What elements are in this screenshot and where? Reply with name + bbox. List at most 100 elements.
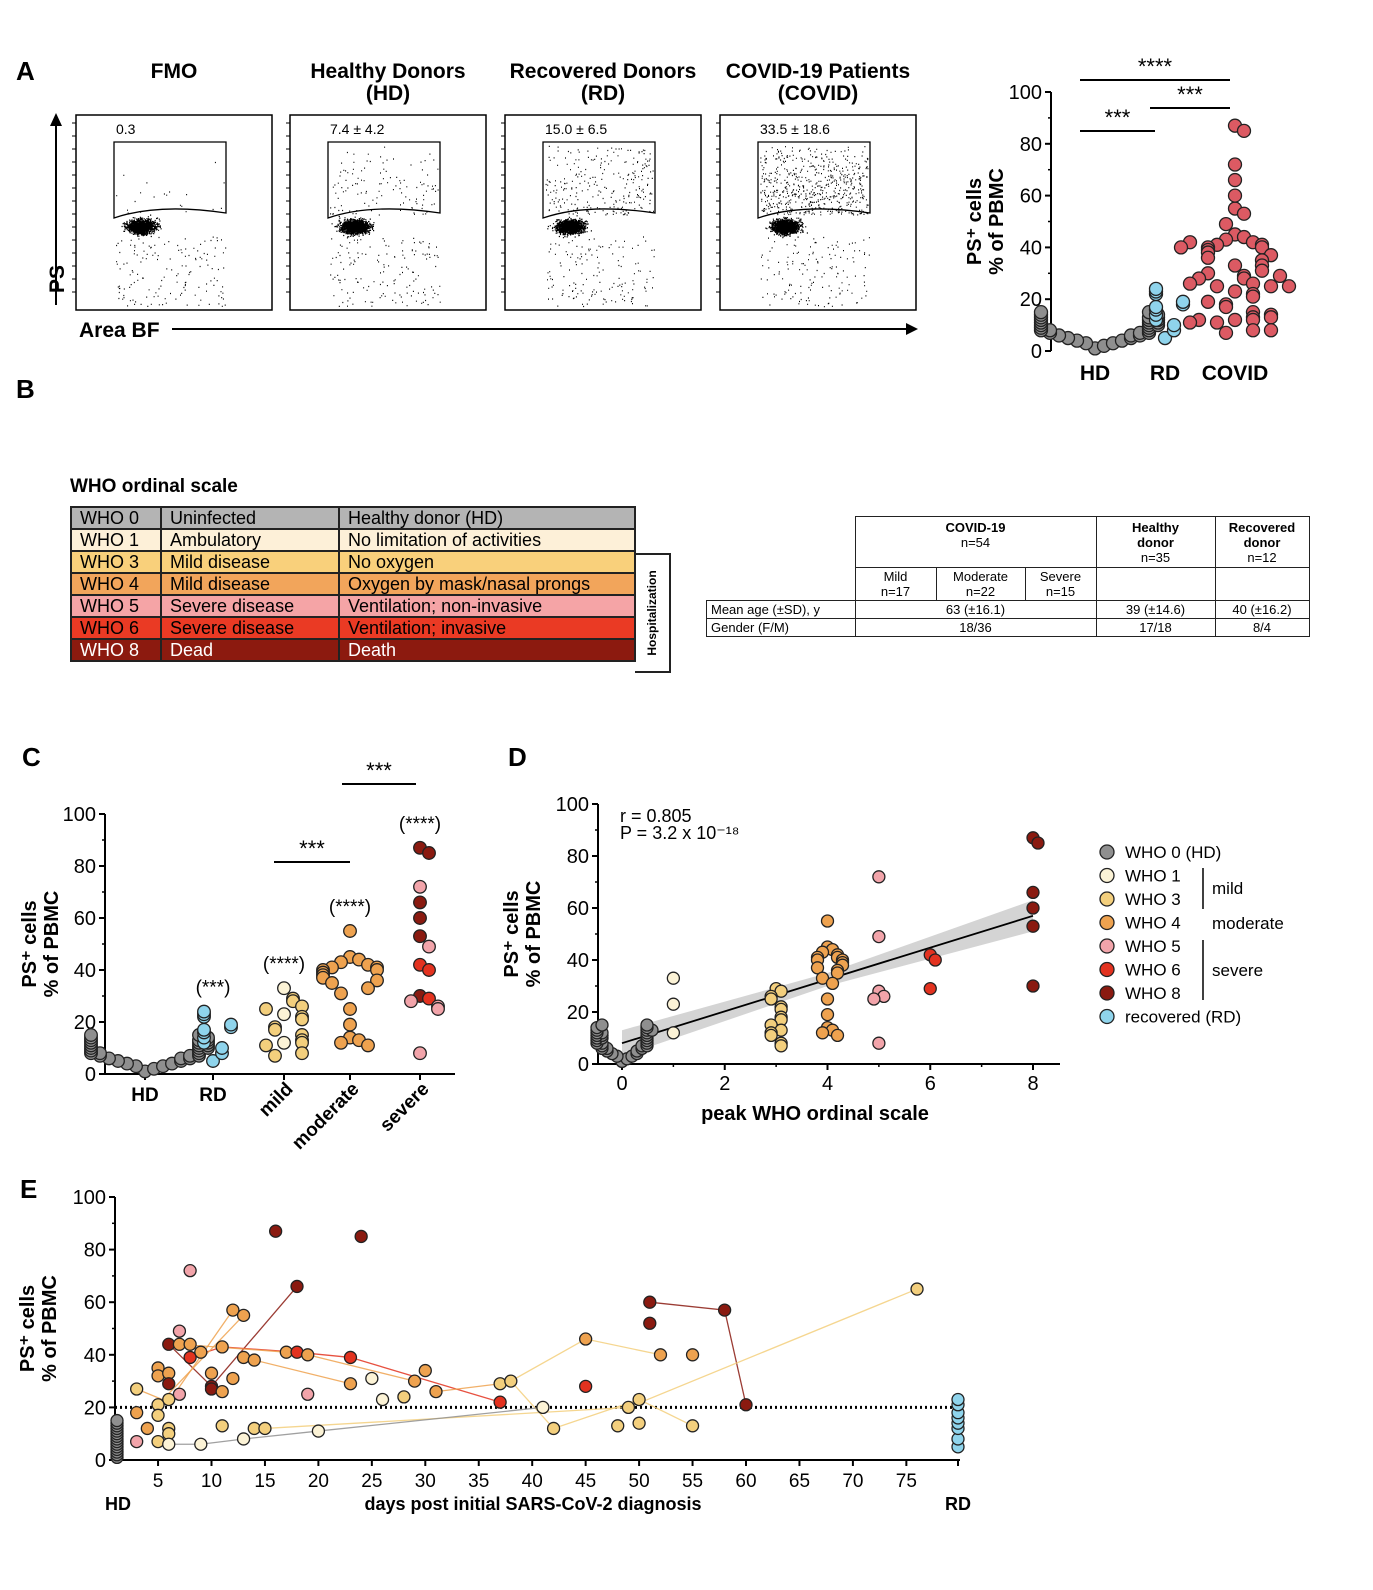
data-point-covid	[1200, 250, 1216, 265]
data-point-covid	[1227, 157, 1243, 172]
gender-hd: 17/18	[1095, 618, 1216, 637]
who-code: WHO 8	[70, 638, 162, 662]
who-status: Mild disease	[160, 572, 340, 596]
flow-plot-title: Healthy Donors	[310, 60, 465, 83]
panel-label-a: A	[16, 56, 35, 86]
data-point-moderate	[361, 1038, 375, 1053]
data-point-severe	[413, 911, 427, 925]
data-point-covid	[1281, 279, 1297, 294]
data-point-RD	[197, 1022, 211, 1037]
rd-n: n=12	[1247, 549, 1277, 565]
data-point-severe	[413, 895, 427, 910]
x-category-label: COVID	[1202, 362, 1269, 385]
legend-label: WHO 4	[1125, 914, 1181, 933]
data-point-mild	[277, 981, 291, 996]
y-axis-label-line1: PS⁺ cells	[19, 900, 41, 987]
data-point-RD	[197, 1004, 211, 1019]
data-point-covid	[1182, 315, 1198, 330]
y-tick-label: 20	[567, 1002, 589, 1024]
legend-marker-who0	[1099, 844, 1115, 860]
legend-marker-who4	[1099, 914, 1115, 931]
data-point-covid	[1218, 216, 1234, 232]
x-category-label: mild	[255, 1079, 297, 1121]
group-significance-annotation: (****)	[399, 814, 441, 835]
x-tick-label: 10	[201, 1471, 222, 1492]
ps-axis-label: PS	[46, 265, 69, 293]
y-tick-label: 0	[85, 1064, 96, 1086]
data-point-who8	[1026, 979, 1040, 993]
y-axis-label-line2: % of PBMC	[39, 1275, 61, 1382]
y-tick-label: 60	[74, 908, 96, 930]
data-point-who6	[579, 1379, 593, 1394]
severe-header: Severe	[1039, 569, 1082, 584]
data-point-who4	[247, 1353, 261, 1367]
data-point-severe	[422, 991, 436, 1006]
covid-n: n=54	[960, 534, 991, 550]
area-bf-axis-label: Area BF	[79, 319, 160, 342]
data-point-who1	[236, 1432, 251, 1446]
data-point-covid	[1227, 258, 1243, 273]
data-point-mild	[259, 1002, 273, 1016]
moderate-n: n=22	[965, 584, 996, 599]
data-point-who3	[258, 1421, 272, 1436]
gate-percentage: 0.3	[116, 121, 136, 137]
p-value: P = 3.2 x 10⁻¹⁸	[620, 823, 739, 843]
x-label-rd: RD	[945, 1494, 971, 1514]
data-point-who3	[611, 1419, 625, 1433]
x-category-label: moderate	[288, 1079, 363, 1154]
group-significance-annotation: (****)	[329, 897, 371, 918]
x-tick-label: 60	[735, 1471, 756, 1492]
trajectory-line-who8	[168, 1285, 298, 1388]
flow-event-dots	[116, 161, 227, 307]
flow-plot-frame	[719, 114, 917, 311]
x-category-label: HD	[131, 1085, 158, 1106]
data-point-who3	[546, 1421, 561, 1436]
area-bf-arrow-head	[906, 323, 918, 335]
data-point-who1	[666, 1026, 681, 1040]
y-tick-label: 60	[1020, 186, 1042, 208]
data-point-severe	[422, 963, 436, 977]
data-point-who8	[643, 1316, 657, 1330]
legend-label: WHO 0 (HD)	[1125, 843, 1221, 862]
y-tick-label: 100	[1009, 82, 1042, 104]
flow-plot-frame	[504, 114, 702, 311]
data-point-rd	[1175, 294, 1191, 309]
y-axis-label-line2: % of PBMC	[986, 168, 1008, 275]
data-point-who5	[183, 1263, 197, 1278]
group-significance-annotation: (****)	[263, 954, 305, 975]
data-point-who4	[226, 1371, 240, 1386]
y-axis-label: PS⁺ cells% of PBMC	[19, 891, 63, 998]
significance-hd-covid-label: ****	[1138, 54, 1173, 79]
who-code: WHO 1	[70, 528, 162, 552]
x-tick-label: 40	[522, 1471, 543, 1492]
data-point-covid	[1272, 268, 1288, 284]
flow-plot-subtitle: (COVID)	[778, 82, 859, 105]
data-point-severe	[413, 879, 427, 894]
data-point-rd	[1166, 317, 1182, 333]
data-point-who4	[236, 1350, 251, 1365]
data-point-moderate	[343, 924, 357, 938]
data-point-who3	[215, 1419, 229, 1433]
gate-polygon	[542, 141, 656, 219]
ps-axis-label-text: PS	[46, 265, 69, 293]
data-point-covid	[1227, 284, 1243, 299]
data-point-mild	[268, 1048, 282, 1063]
data-point-severe	[422, 846, 436, 860]
data-point-who6	[343, 1350, 358, 1365]
who-status: Dead	[160, 638, 340, 662]
who-code: WHO 4	[70, 572, 162, 596]
data-point-mild	[277, 1035, 291, 1050]
trajectory-line-who4	[435, 1383, 501, 1393]
who-row: WHO 3 Mild disease No oxygen	[70, 550, 636, 574]
legend-group-severe: severe	[1212, 961, 1263, 980]
data-point-who3	[764, 1028, 778, 1043]
data-point-covid	[1245, 323, 1261, 338]
x-tick-label: 50	[629, 1471, 650, 1492]
data-point-who5	[130, 1434, 144, 1449]
data-point-who1	[311, 1424, 326, 1438]
y-axis-label: PS⁺ cells% of PBMC	[17, 1275, 61, 1382]
data-point-mild	[295, 1012, 309, 1027]
data-point-moderate	[361, 981, 375, 996]
data-point-who5	[172, 1324, 187, 1338]
